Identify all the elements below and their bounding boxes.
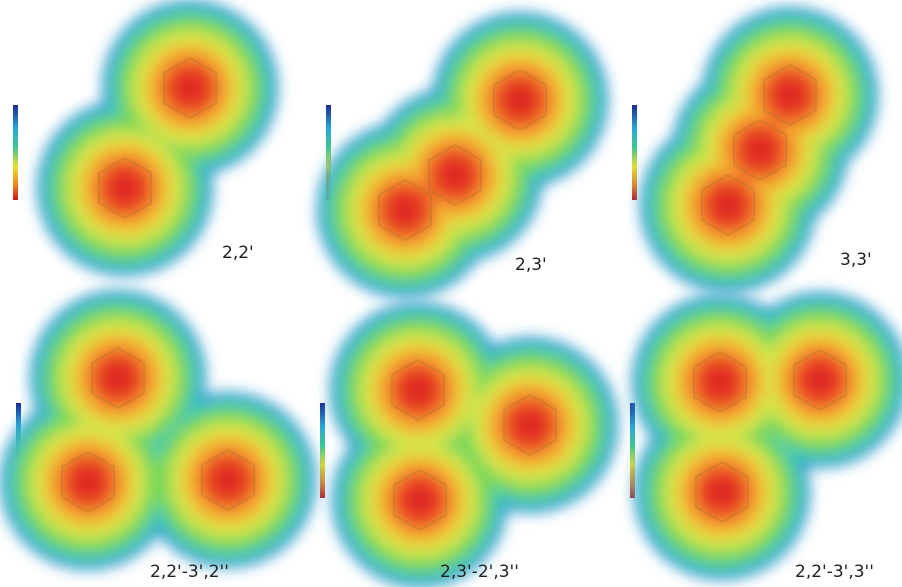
potential-layer <box>400 372 436 408</box>
potential-layer <box>742 132 778 168</box>
color-scale <box>13 105 18 200</box>
color-scale <box>632 105 637 200</box>
color-scale <box>630 403 635 498</box>
potential-layer <box>802 362 838 398</box>
molecule <box>317 12 608 298</box>
panel-label: 2,3'-2',3'' <box>440 562 519 582</box>
potential-layer <box>772 77 808 113</box>
panel-label: 3,3' <box>840 250 872 270</box>
panel-label: 2,2'-3',2'' <box>150 562 229 582</box>
potential-layer <box>100 360 136 396</box>
potential-layer <box>512 407 548 443</box>
potential-layer <box>402 482 438 518</box>
figure: 2,2' 2,3' 3,3' 2,2'-3',2'' 2,3'-2',3'' 2… <box>0 0 902 587</box>
molecule <box>632 292 902 580</box>
panel-label: 2,2' <box>222 243 254 263</box>
potential-layer <box>70 464 106 500</box>
color-scale <box>320 403 325 498</box>
molecule <box>330 302 618 587</box>
potential-layer <box>502 82 538 118</box>
potential-layer <box>210 462 246 498</box>
potential-layer <box>172 70 208 106</box>
potential-layer <box>107 170 143 206</box>
potential-layer <box>702 364 738 400</box>
molecule-maps <box>0 0 902 587</box>
panel-label: 2,3' <box>515 255 547 275</box>
potential-layer <box>710 187 746 223</box>
potential-layer <box>387 192 423 228</box>
molecule <box>0 290 316 570</box>
potential-layer <box>704 474 740 510</box>
potential-layer <box>437 157 473 193</box>
panel-label: 2,2'-3',3'' <box>795 562 874 582</box>
molecule <box>37 0 278 276</box>
